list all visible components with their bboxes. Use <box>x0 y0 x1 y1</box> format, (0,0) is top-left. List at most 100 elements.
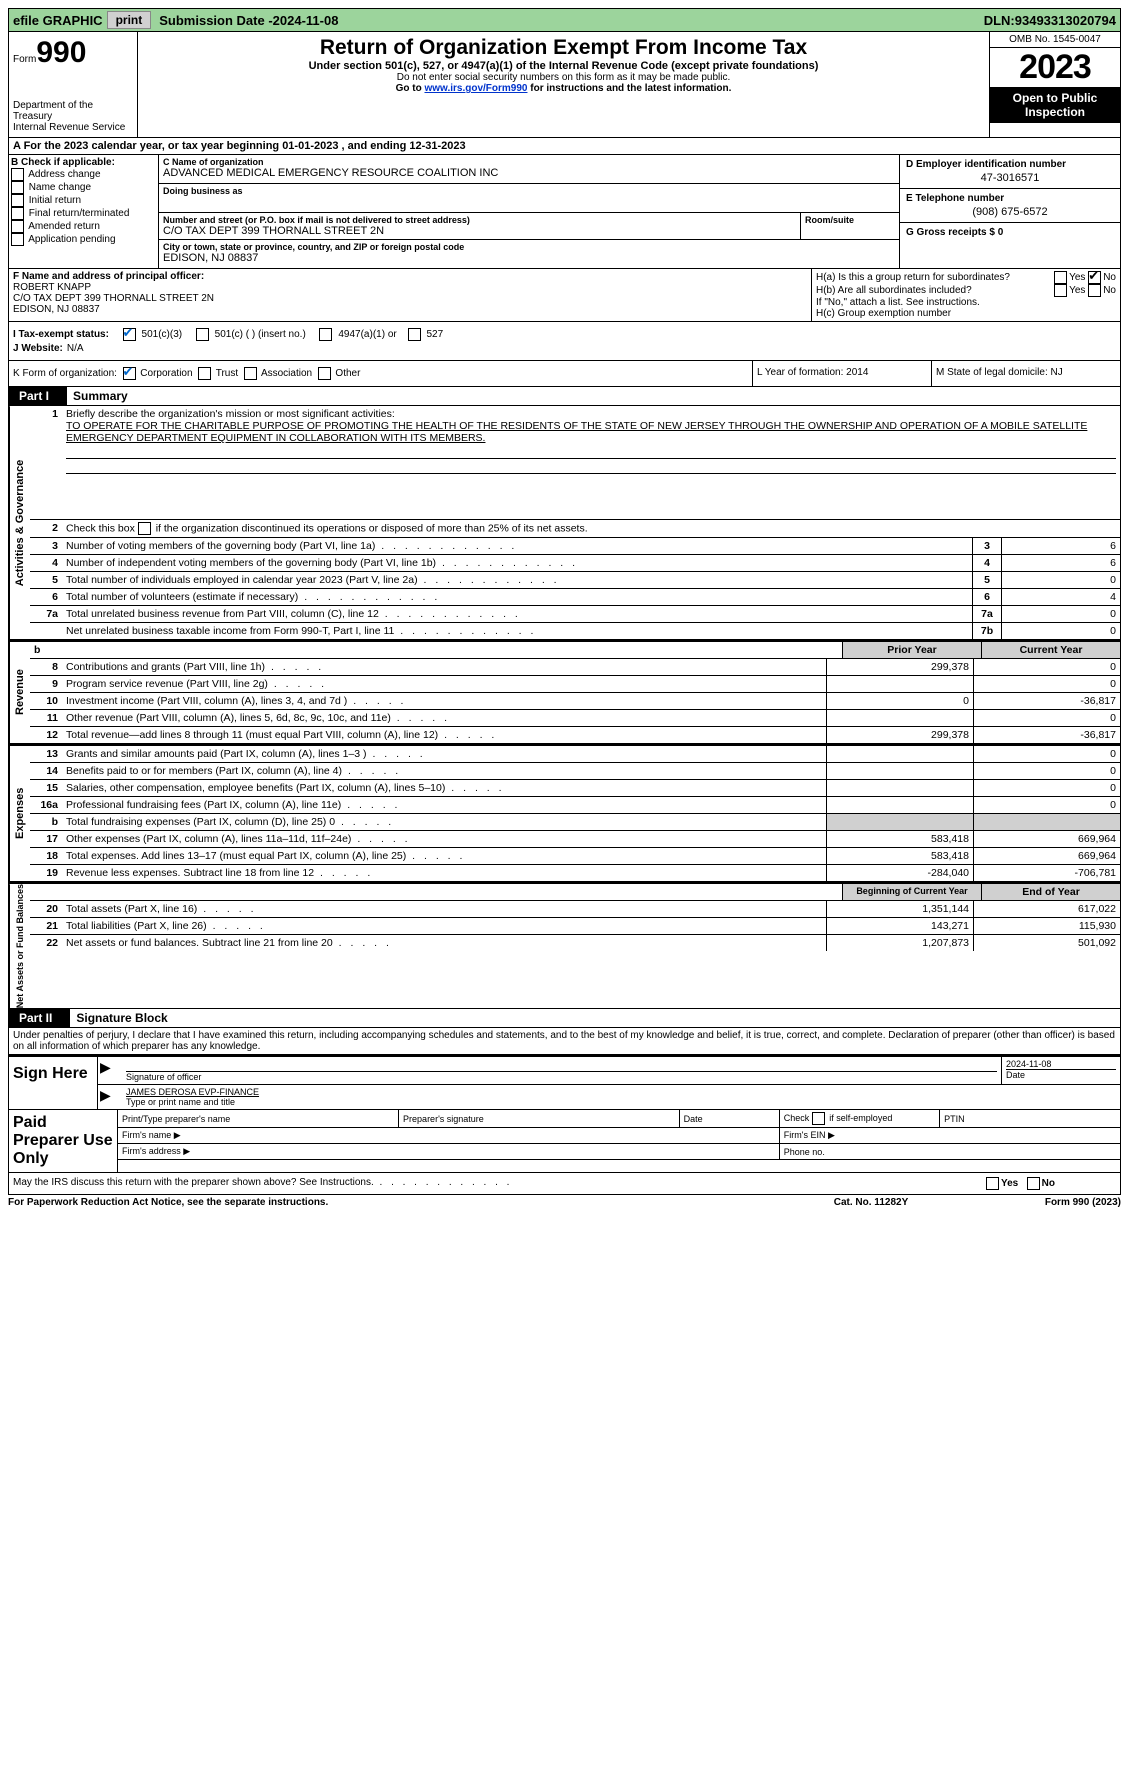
row-fh: F Name and address of principal officer:… <box>8 269 1121 322</box>
top-bar: efile GRAPHIC print Submission Date - 20… <box>8 8 1121 32</box>
ein-label: D Employer identification number <box>906 159 1114 170</box>
mission-text: TO OPERATE FOR THE CHARITABLE PURPOSE OF… <box>66 420 1087 444</box>
website-value: N/A <box>67 343 84 354</box>
irs-link[interactable]: www.irs.gov/Form990 <box>424 83 527 94</box>
hb-note: If "No," attach a list. See instructions… <box>816 297 1116 308</box>
table-row: 17Other expenses (Part IX, column (A), l… <box>30 831 1120 848</box>
org-name-label: C Name of organization <box>163 157 895 167</box>
paperwork-notice: For Paperwork Reduction Act Notice, see … <box>8 1197 771 1208</box>
room-suite-label: Room/suite <box>801 213 899 239</box>
form-prefix: Form <box>13 54 36 65</box>
cb-assoc[interactable] <box>244 367 257 380</box>
cb-501c3[interactable] <box>123 328 136 341</box>
submission-label: Submission Date - <box>159 13 272 28</box>
part1-number: Part I <box>9 387 67 405</box>
table-row: 11Other revenue (Part VIII, column (A), … <box>30 710 1120 727</box>
firm-addr-label: Firm's address ▶ <box>118 1144 779 1160</box>
discuss-yes[interactable] <box>986 1177 999 1190</box>
table-row: 13Grants and similar amounts paid (Part … <box>30 746 1120 763</box>
gross-receipts-value: 0 <box>998 227 1004 238</box>
table-row: 6Total number of volunteers (estimate if… <box>30 589 1120 606</box>
checkbox-application-pending[interactable] <box>11 233 24 246</box>
hb-yes[interactable] <box>1054 284 1067 297</box>
cb-other[interactable] <box>318 367 331 380</box>
type-print-label: Type or print name and title <box>126 1097 1116 1107</box>
part1-revenue: Revenue b Prior Year Current Year 8Contr… <box>8 640 1121 744</box>
print-button[interactable]: print <box>107 11 152 29</box>
city-value: EDISON, NJ 08837 <box>163 252 895 264</box>
col-b-header: B Check if applicable: <box>11 157 156 168</box>
table-row: 3Number of voting members of the governi… <box>30 538 1120 555</box>
sign-here-label: Sign Here <box>9 1057 98 1109</box>
cb-501c[interactable] <box>196 328 209 341</box>
arrow-icon: ▶ <box>98 1085 122 1109</box>
form-org-label: K Form of organization: <box>13 368 117 379</box>
hb-label: H(b) Are all subordinates included? <box>816 285 1054 296</box>
checkbox-final-return[interactable] <box>11 207 24 220</box>
ha-yes[interactable] <box>1054 271 1067 284</box>
cb-corp[interactable] <box>123 367 136 380</box>
cb-527[interactable] <box>408 328 421 341</box>
page-footer: For Paperwork Reduction Act Notice, see … <box>8 1195 1121 1210</box>
department-label: Department of the Treasury Internal Reve… <box>13 100 133 133</box>
discuss-question: May the IRS discuss this return with the… <box>13 1177 374 1188</box>
signature-label: Signature of officer <box>126 1071 997 1082</box>
opt-address-change: Address change <box>28 169 100 180</box>
table-row: 10Investment income (Part VIII, column (… <box>30 693 1120 710</box>
row-klm: K Form of organization: Corporation Trus… <box>8 361 1121 387</box>
opt-name-change: Name change <box>29 182 91 193</box>
sign-date-value: 2024-11-08 <box>1006 1059 1116 1069</box>
hdr-current-year: Current Year <box>981 642 1120 658</box>
dba-label: Doing business as <box>163 186 895 196</box>
ein-value: 47-3016571 <box>906 170 1114 184</box>
hb-no[interactable] <box>1088 284 1101 297</box>
officer-label: F Name and address of principal officer: <box>13 271 807 282</box>
website-label: J Website: <box>13 343 63 354</box>
row-ij: I Tax-exempt status: 501(c)(3) 501(c) ( … <box>8 322 1121 361</box>
table-row: 20Total assets (Part X, line 16)1,351,14… <box>30 901 1120 918</box>
open-to-public: Open to Public Inspection <box>990 87 1120 123</box>
mission-label: Briefly describe the organization's miss… <box>66 408 395 420</box>
part1-ag: Activities & Governance 1 Briefly descri… <box>8 406 1121 640</box>
dln-label: DLN: <box>984 13 1015 28</box>
checkbox-amended-return[interactable] <box>11 220 24 233</box>
cb-trust[interactable] <box>198 367 211 380</box>
part1-netassets: Net Assets or Fund Balances Beginning of… <box>8 882 1121 1009</box>
discuss-no[interactable] <box>1027 1177 1040 1190</box>
part1-title: Summary <box>67 387 1120 405</box>
main-info-block: B Check if applicable: Address change Na… <box>8 155 1121 269</box>
table-row: 4Number of independent voting members of… <box>30 555 1120 572</box>
cb-self-employed[interactable] <box>812 1112 825 1125</box>
efile-label: efile GRAPHIC <box>13 13 103 28</box>
line2-text: Check this box if the organization disco… <box>62 520 1120 537</box>
table-row: 19Revenue less expenses. Subtract line 1… <box>30 865 1120 881</box>
part1-expenses: Expenses 13Grants and similar amounts pa… <box>8 744 1121 882</box>
phone-label: E Telephone number <box>906 193 1114 204</box>
officer-addr2: EDISON, NJ 08837 <box>13 304 807 315</box>
city-label: City or town, state or province, country… <box>163 242 895 252</box>
part1-header: Part I Summary <box>8 387 1121 406</box>
year-formation-value: 2014 <box>846 367 868 378</box>
submission-date: 2024-11-08 <box>273 13 339 28</box>
goto-prefix: Go to <box>396 83 425 94</box>
table-row: 7aTotal unrelated business revenue from … <box>30 606 1120 623</box>
perjury-statement: Under penalties of perjury, I declare th… <box>8 1028 1121 1055</box>
prep-name-label: Print/Type preparer's name <box>118 1110 399 1128</box>
cb-discontinued[interactable] <box>138 522 151 535</box>
table-row: Net unrelated business taxable income fr… <box>30 623 1120 639</box>
tab-net-assets: Net Assets or Fund Balances <box>9 884 30 1008</box>
paid-preparer-label: Paid Preparer Use Only <box>9 1110 118 1172</box>
table-row: bTotal fundraising expenses (Part IX, co… <box>30 814 1120 831</box>
cb-4947[interactable] <box>319 328 332 341</box>
dln-value: 93493313020794 <box>1015 13 1116 28</box>
tax-status-label: I Tax-exempt status: <box>13 329 109 340</box>
checkbox-name-change[interactable] <box>11 181 24 194</box>
checkbox-address-change[interactable] <box>11 168 24 181</box>
checkbox-initial-return[interactable] <box>11 194 24 207</box>
part2-title: Signature Block <box>70 1009 1120 1027</box>
tab-revenue: Revenue <box>9 642 30 743</box>
hc-label: H(c) Group exemption number <box>816 308 1116 319</box>
ha-no[interactable] <box>1088 271 1101 284</box>
prep-date-label: Date <box>679 1110 779 1128</box>
tab-expenses: Expenses <box>9 746 30 881</box>
